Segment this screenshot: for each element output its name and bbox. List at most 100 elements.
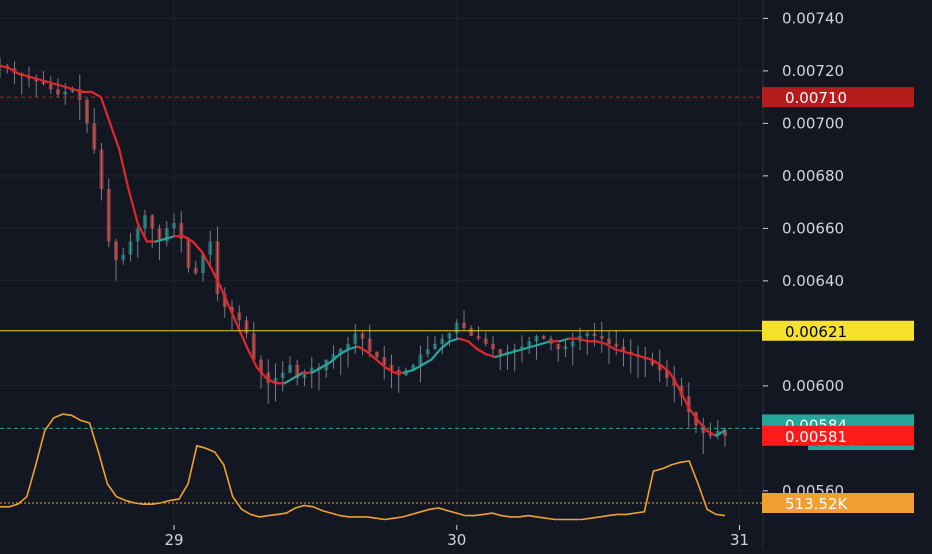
moving-average-segment	[485, 353, 497, 359]
candle-body	[121, 254, 126, 260]
candle-body	[70, 89, 75, 92]
moving-average-segment	[265, 376, 277, 385]
candle-body	[375, 351, 379, 357]
moving-average-segment	[182, 235, 194, 243]
moving-average-segment	[292, 371, 304, 380]
candle-body	[338, 349, 343, 355]
moving-average-segment	[154, 237, 167, 243]
candle-body	[34, 78, 39, 82]
moving-average-segment	[411, 363, 424, 372]
price-tick-label: 0.00680	[782, 167, 844, 185]
moving-average-segment	[8, 67, 20, 75]
candle-body	[309, 367, 314, 373]
candle-body	[41, 81, 46, 84]
price-label-0-00581-bg	[762, 425, 914, 446]
moving-average-segment	[503, 350, 516, 356]
price-label-0-00581: 0.00581	[785, 428, 847, 446]
candle-body	[563, 346, 568, 350]
moving-average-segment	[448, 337, 460, 343]
moving-average-segment	[687, 405, 699, 422]
candle-body	[56, 89, 60, 95]
moving-average-segment	[696, 418, 708, 432]
moving-average-segment	[228, 306, 240, 330]
moving-average-segment	[237, 327, 249, 351]
candle-body	[92, 123, 97, 150]
price-tick-label: 0.00660	[782, 219, 844, 237]
moving-average-segment	[531, 342, 543, 348]
moving-average-segment	[219, 285, 231, 309]
moving-average-segment	[26, 75, 38, 80]
moving-average-segment	[365, 350, 378, 361]
volume-indicator-path	[0, 413, 726, 521]
moving-average-segment	[320, 361, 332, 369]
candle-body	[585, 333, 590, 336]
moving-average-segment	[90, 90, 103, 99]
moving-average-segment	[512, 348, 525, 353]
moving-average-segment	[430, 348, 442, 361]
candle-body	[150, 215, 155, 229]
candle-body	[498, 349, 503, 355]
candle-body	[411, 364, 416, 371]
moving-average-segment	[457, 337, 470, 343]
moving-average-segment	[476, 348, 488, 356]
candle-body	[295, 364, 300, 378]
time-axis: 293031Sep	[164, 525, 749, 549]
candle-body	[599, 336, 604, 339]
price-label-0-00710-bg	[762, 87, 914, 108]
volume-label-bg	[762, 493, 914, 513]
moving-average-segment	[604, 342, 616, 351]
candle-body	[570, 341, 575, 347]
moving-average-segment	[439, 340, 451, 351]
price-tick-label: 0.00740	[782, 9, 844, 27]
moving-average-segment	[0, 64, 11, 70]
moving-average-segment	[72, 88, 84, 93]
moving-average-segment	[622, 350, 635, 356]
moving-average-segment	[384, 366, 396, 374]
candle-body	[534, 336, 539, 342]
candle-body	[128, 241, 133, 255]
moving-average-segment	[668, 371, 681, 390]
price-axis: 0.00740 0.00720 0.00700 0.00680 0.00660 0.006…	[762, 0, 932, 550]
candle-body	[592, 333, 597, 336]
candle-body	[367, 338, 372, 352]
moving-average-segment	[466, 340, 479, 351]
candle-body	[114, 241, 118, 260]
candle-body	[106, 189, 111, 242]
candle-body	[614, 343, 619, 347]
candle-body	[222, 294, 227, 308]
moving-average-segment	[310, 366, 323, 374]
candle-body	[723, 430, 727, 436]
price-tick-label: 0.00640	[782, 272, 844, 290]
moving-average-segment	[595, 340, 607, 345]
candle-body	[157, 228, 162, 242]
moving-average-segment	[255, 366, 268, 380]
moving-average-segment	[356, 345, 369, 353]
moving-average-segment	[246, 348, 259, 369]
moving-average-segment	[558, 337, 571, 343]
candle-body	[85, 99, 89, 124]
candle-body	[251, 333, 256, 360]
candle-body	[143, 215, 147, 229]
candle-body	[425, 349, 430, 355]
candle-body	[99, 149, 104, 189]
candle-body	[273, 378, 278, 384]
moving-average-segment	[200, 250, 213, 269]
candle-body	[201, 254, 205, 273]
candle-body	[280, 372, 285, 378]
moving-average-segment	[63, 85, 75, 91]
moving-average-segment	[650, 358, 662, 366]
volume-indicator-line	[0, 413, 763, 521]
candle-body	[48, 84, 53, 90]
candle-body	[353, 333, 358, 344]
candle-body	[230, 307, 234, 313]
moving-average-segment	[641, 355, 653, 361]
candle-body	[715, 430, 720, 436]
volume-label: 513.52K	[785, 495, 848, 513]
price-tick-label: 0.00700	[782, 114, 844, 132]
moving-average-segment	[402, 369, 415, 374]
candle-body	[483, 338, 488, 344]
candle-body	[193, 267, 198, 273]
